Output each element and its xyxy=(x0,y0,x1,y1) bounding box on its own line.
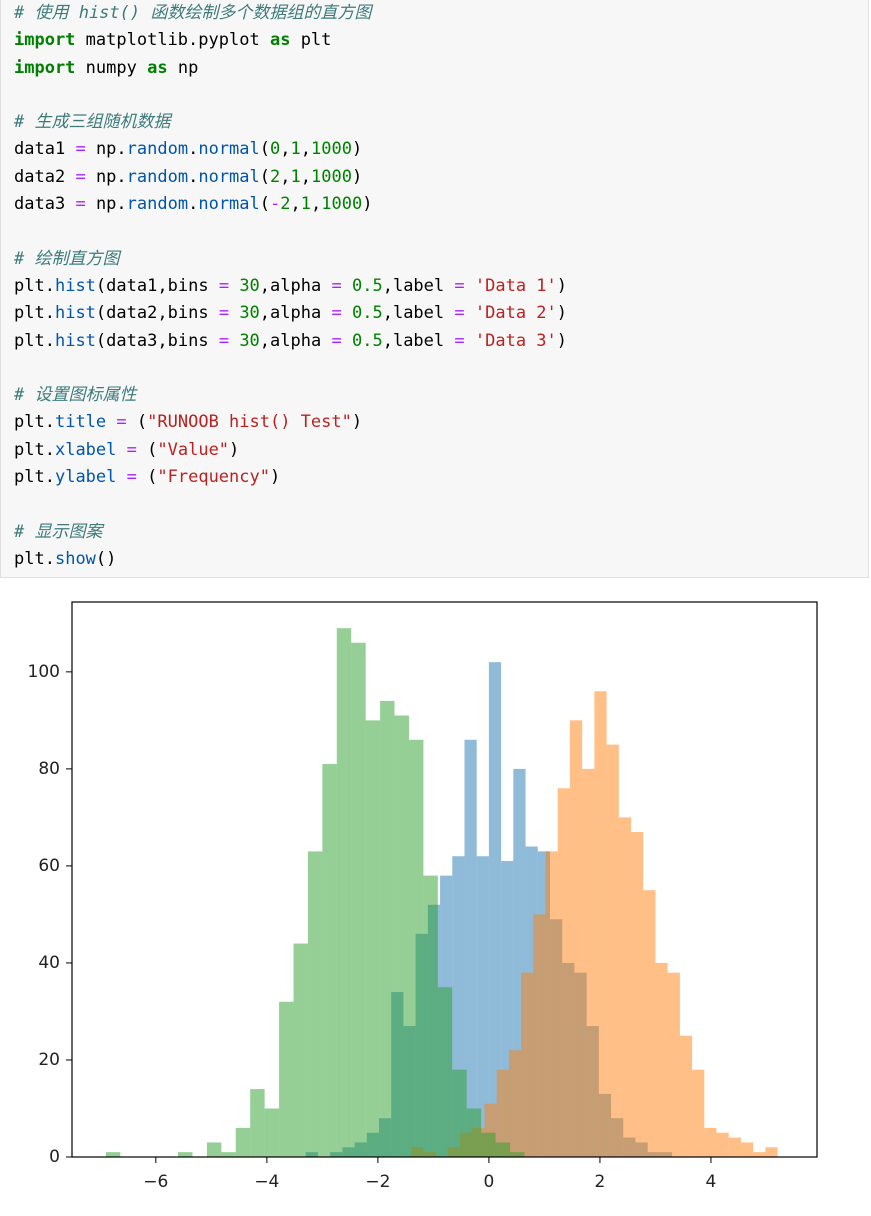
axes-frame xyxy=(71,601,818,1158)
histogram-bar xyxy=(510,1152,525,1157)
code-line: data3 = np.random.normal(-2,1,1000) xyxy=(14,194,373,215)
histogram-bar xyxy=(307,851,323,1157)
code-line: import matplotlib.pyplot as plt xyxy=(14,30,332,51)
code-line: # 绘制直方图 xyxy=(14,248,120,269)
histogram-bar xyxy=(508,1050,522,1157)
histogram-bar xyxy=(495,1142,511,1157)
histogram-bar xyxy=(545,851,558,1157)
code-line: # 生成三组随机数据 xyxy=(14,112,171,133)
x-tick-label: 4 xyxy=(706,1172,717,1192)
histogram-bar xyxy=(655,962,668,1157)
histogram-bar xyxy=(476,856,489,1157)
code-line: # 显示图案 xyxy=(14,521,103,542)
histogram-bar xyxy=(423,875,438,1157)
histogram-bar xyxy=(765,1147,778,1157)
histogram-bar xyxy=(293,943,308,1157)
histogram-bar xyxy=(221,1152,236,1157)
histogram-bar xyxy=(178,1152,193,1157)
histogram-bar xyxy=(643,890,656,1157)
code-line: plt.title = ("RUNOOB hist() Test") xyxy=(14,412,363,433)
y-tick-label: 0 xyxy=(49,1147,60,1167)
code-line: # 使用 hist() 函数绘制多个数据组的直方图 xyxy=(14,3,372,23)
code-block: # 设置图标属性 plt.title = ("RUNOOB hist() Test… xyxy=(14,382,868,491)
histogram-bar xyxy=(728,1137,741,1157)
code-line: plt.hist(data1,bins = 30,alpha = 0.5,lab… xyxy=(14,275,568,296)
code-line: plt.show() xyxy=(14,548,117,569)
code-block: # 使用 hist() 函数绘制多个数据组的直方图 import matplotl… xyxy=(14,0,868,82)
histogram-bar xyxy=(618,817,632,1157)
histogram-bar xyxy=(496,1069,509,1157)
histogram-bar xyxy=(336,628,352,1157)
histogram-bar xyxy=(582,768,595,1157)
x-tick-label: 0 xyxy=(483,1172,494,1192)
code-block: # 生成三组随机数据 data1 = np.random.normal(0,1,1… xyxy=(14,109,868,218)
histogram-bar xyxy=(365,720,381,1157)
code-cell: # 使用 hist() 函数绘制多个数据组的直方图 import matplotl… xyxy=(0,0,869,578)
histogram-bar xyxy=(279,1001,294,1157)
histogram-bar xyxy=(322,764,337,1157)
histogram-bar xyxy=(452,1069,467,1157)
histogram-bar xyxy=(466,1108,482,1157)
histogram-bar xyxy=(380,700,395,1157)
code-line: plt.ylabel = ("Frequency") xyxy=(14,467,281,488)
code-line: data1 = np.random.normal(0,1,1000) xyxy=(14,139,363,160)
code-line: plt.hist(data3,bins = 30,alpha = 0.5,lab… xyxy=(14,330,568,351)
y-tick-label: 20 xyxy=(38,1050,60,1070)
histogram-bar xyxy=(667,972,680,1157)
histogram-bar xyxy=(679,1035,693,1157)
histogram-bar xyxy=(631,831,644,1157)
histogram-bar xyxy=(235,1127,251,1157)
histogram-bar xyxy=(250,1089,265,1157)
histogram-bar xyxy=(488,662,502,1157)
histogram-bar xyxy=(716,1132,729,1157)
code-block: # 显示图案 plt.show() xyxy=(14,519,868,574)
histogram-bar xyxy=(692,1069,705,1157)
x-tick-label: 2 xyxy=(595,1172,606,1192)
y-tick-label: 100 xyxy=(28,662,60,682)
code-line: data2 = np.random.normal(2,1,1000) xyxy=(14,166,363,187)
code-block: # 绘制直方图 plt.hist(data1,bins = 30,alpha = … xyxy=(14,246,868,355)
x-tick-label: −2 xyxy=(365,1172,390,1192)
histogram-bar xyxy=(394,715,409,1157)
code-line: import numpy as np xyxy=(14,57,199,78)
code-line: plt.xlabel = ("Value") xyxy=(14,439,240,460)
histogram-bar xyxy=(521,972,534,1157)
y-tick-label: 40 xyxy=(38,953,60,973)
histogram-bar xyxy=(533,914,546,1157)
code-line: # 设置图标属性 xyxy=(14,385,137,406)
y-tick-label: 80 xyxy=(38,759,60,779)
x-tick-label: −6 xyxy=(143,1172,168,1192)
histogram-bar xyxy=(753,1152,766,1157)
histogram-bar xyxy=(206,1142,222,1157)
histogram-bar xyxy=(105,1152,121,1157)
histogram-bar xyxy=(594,691,607,1157)
histogram-bar xyxy=(408,739,424,1157)
histogram-bar xyxy=(351,642,366,1157)
histogram-bar xyxy=(437,987,453,1157)
y-tick-label: 60 xyxy=(38,856,60,876)
x-tick-label: −4 xyxy=(254,1172,279,1192)
histogram-bar xyxy=(481,1132,496,1157)
histogram-bar xyxy=(264,1108,280,1157)
histogram-bar xyxy=(569,720,583,1157)
code-line: plt.hist(data2,bins = 30,alpha = 0.5,lab… xyxy=(14,303,568,324)
histogram-bar xyxy=(464,739,477,1157)
histogram-bar xyxy=(606,744,619,1157)
histogram-bar xyxy=(740,1142,754,1157)
histogram-bar xyxy=(557,788,570,1157)
histogram-bar xyxy=(704,1127,717,1157)
